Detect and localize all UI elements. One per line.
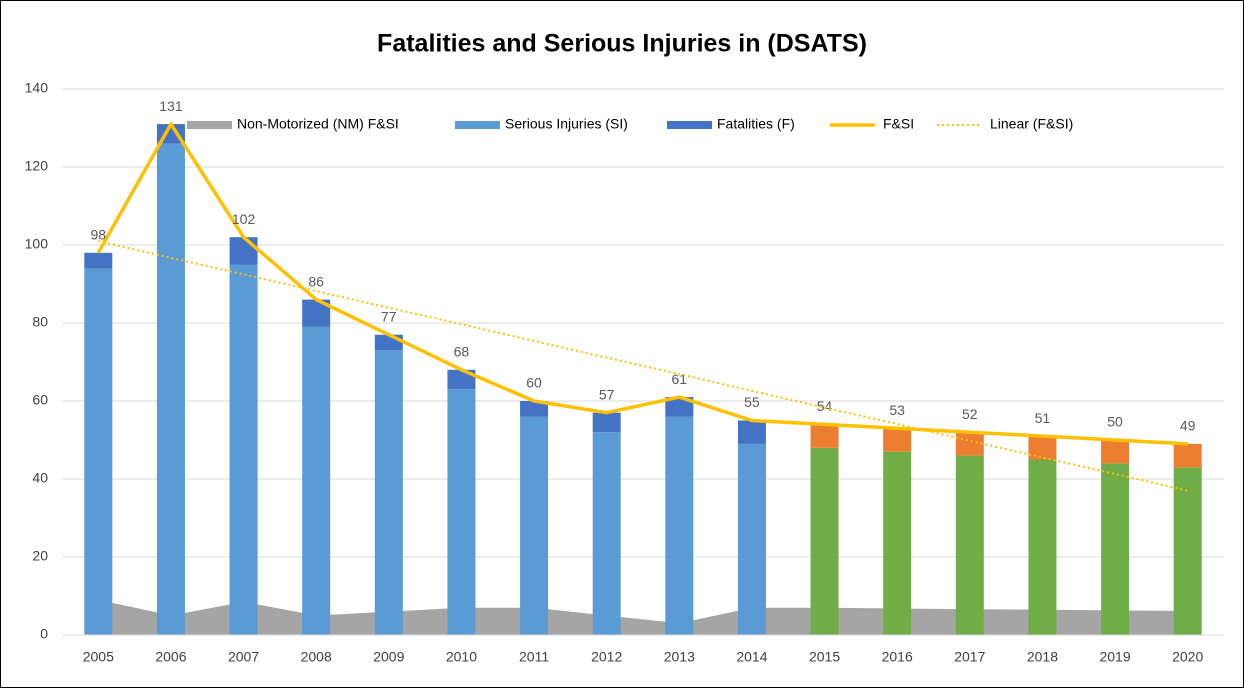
legend-marker (187, 121, 232, 129)
bar (520, 416, 549, 635)
y-tick-label: 60 (32, 392, 48, 408)
bar (1101, 440, 1130, 464)
area (98, 599, 1188, 635)
bar (1028, 459, 1057, 635)
trend-line (98, 240, 1188, 492)
bar (229, 264, 258, 635)
x-tick-label: 2020 (1172, 649, 1203, 665)
bar (374, 350, 403, 635)
data-label: 86 (308, 273, 324, 289)
data-label: 49 (1180, 418, 1196, 434)
legend-label: F&SI (883, 116, 914, 132)
x-tick-label: 2007 (228, 649, 259, 665)
bar (665, 416, 694, 635)
data-label: 55 (744, 394, 760, 410)
bar (156, 143, 185, 635)
line (96, 122, 1188, 446)
x-tick-label: 2006 (155, 649, 186, 665)
legend-marker (667, 121, 712, 129)
bar (302, 326, 331, 635)
data-label: 131 (159, 98, 183, 114)
x-tick-label: 2018 (1027, 649, 1058, 665)
legend-label: Fatalities (F) (717, 116, 795, 132)
bar (84, 252, 113, 269)
x-tick-label: 2013 (664, 649, 695, 665)
bar (737, 420, 766, 444)
data-label: 53 (889, 402, 905, 418)
y-tick-label: 120 (25, 158, 49, 174)
bar (955, 455, 984, 635)
y-tick-label: 20 (32, 548, 48, 564)
x-tick-label: 2005 (83, 649, 114, 665)
x-tick-label: 2014 (736, 649, 767, 665)
y-tick-label: 100 (25, 236, 49, 252)
x-tick-label: 2012 (591, 649, 622, 665)
bar (592, 412, 621, 433)
bar (883, 451, 912, 635)
bar (665, 397, 694, 417)
bar (883, 428, 912, 452)
x-tick-label: 2017 (954, 649, 985, 665)
x-tick-label: 2019 (1099, 649, 1130, 665)
data-label: 54 (817, 398, 833, 414)
x-tick-label: 2011 (519, 649, 549, 665)
bar (810, 447, 839, 635)
x-tick-label: 2016 (882, 649, 913, 665)
data-label: 60 (526, 375, 542, 391)
data-label: 77 (381, 308, 397, 324)
bar (1173, 443, 1202, 468)
legend-label: Non-Motorized (NM) F&SI (237, 116, 399, 132)
legend-marker (455, 121, 500, 129)
x-tick-label: 2008 (301, 649, 332, 665)
bar (1028, 436, 1057, 460)
bar (592, 432, 621, 635)
bar (1173, 467, 1202, 635)
bar (737, 443, 766, 635)
bar (810, 424, 839, 448)
bar (229, 237, 258, 265)
chart-title: Fatalities and Serious Injuries in (DSAT… (377, 30, 867, 58)
bar (84, 268, 113, 635)
data-label: 50 (1107, 414, 1123, 430)
data-label: 52 (962, 406, 978, 422)
x-tick-label: 2009 (373, 649, 404, 665)
bar (955, 432, 984, 456)
bar (447, 389, 476, 635)
data-label: 51 (1035, 410, 1051, 426)
x-tick-label: 2010 (446, 649, 477, 665)
data-label: 102 (232, 211, 256, 227)
bar (1101, 463, 1130, 635)
y-tick-label: 0 (40, 626, 48, 642)
y-tick-label: 80 (32, 314, 48, 330)
y-tick-label: 40 (32, 470, 48, 486)
data-label: 57 (599, 386, 615, 402)
x-tick-label: 2015 (809, 649, 840, 665)
bar (374, 334, 403, 351)
data-label: 68 (454, 344, 470, 360)
legend-label: Serious Injuries (SI) (505, 116, 628, 132)
y-tick-label: 140 (25, 80, 49, 96)
legend-label: Linear (F&SI) (990, 116, 1073, 132)
data-label: 98 (91, 227, 107, 243)
bar (520, 401, 549, 417)
